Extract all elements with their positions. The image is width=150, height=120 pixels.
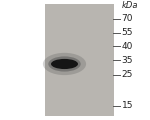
Text: 35: 35 <box>122 56 133 65</box>
Text: kDa: kDa <box>122 1 138 10</box>
Ellipse shape <box>48 56 81 72</box>
Text: 15: 15 <box>122 101 133 110</box>
Bar <box>45 4 114 116</box>
Ellipse shape <box>51 59 78 69</box>
Text: 55: 55 <box>122 28 133 37</box>
Text: 40: 40 <box>122 42 133 51</box>
Ellipse shape <box>43 53 86 75</box>
Text: 70: 70 <box>122 14 133 23</box>
Text: 25: 25 <box>122 70 133 79</box>
